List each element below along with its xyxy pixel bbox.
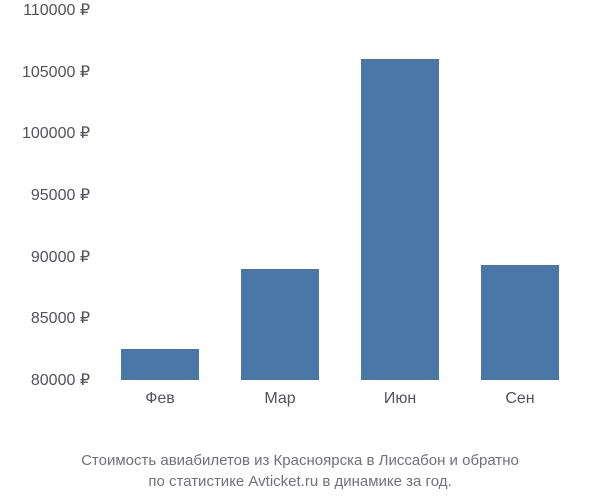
chart-caption: Стоимость авиабилетов из Красноярска в Л… — [0, 450, 600, 492]
y-tick-label: 85000 ₽ — [31, 308, 90, 328]
y-axis: 80000 ₽85000 ₽90000 ₽95000 ₽100000 ₽1050… — [0, 10, 95, 380]
bar — [241, 269, 319, 380]
y-tick-label: 80000 ₽ — [31, 370, 90, 390]
y-tick-label: 105000 ₽ — [22, 62, 90, 82]
caption-line1: Стоимость авиабилетов из Красноярска в Л… — [81, 452, 519, 469]
chart-container: 80000 ₽ 85000 ₽ 90000 ₽ 95000 ₽ 100000 ₽ 1050… — [0, 0, 600, 500]
x-tick-label: Сен — [505, 390, 534, 408]
y-tick-label: 110000 ₽ — [23, 0, 90, 20]
bar — [361, 59, 439, 380]
x-axis: Фев Мар Июн Сен — [100, 390, 580, 420]
bar — [121, 349, 199, 380]
bar — [481, 265, 559, 380]
x-tick-label: Июн — [384, 390, 416, 408]
caption-line2: по статистике Avticket.ru в динамике за … — [148, 473, 451, 490]
y-tick-label: 90000 ₽ — [31, 247, 90, 267]
plot-area — [100, 10, 580, 380]
y-tick-label: 100000 ₽ — [22, 123, 90, 143]
x-tick-label: Фев — [145, 390, 175, 408]
x-tick-label: Мар — [264, 390, 295, 408]
y-tick-label: 95000 ₽ — [31, 185, 90, 205]
